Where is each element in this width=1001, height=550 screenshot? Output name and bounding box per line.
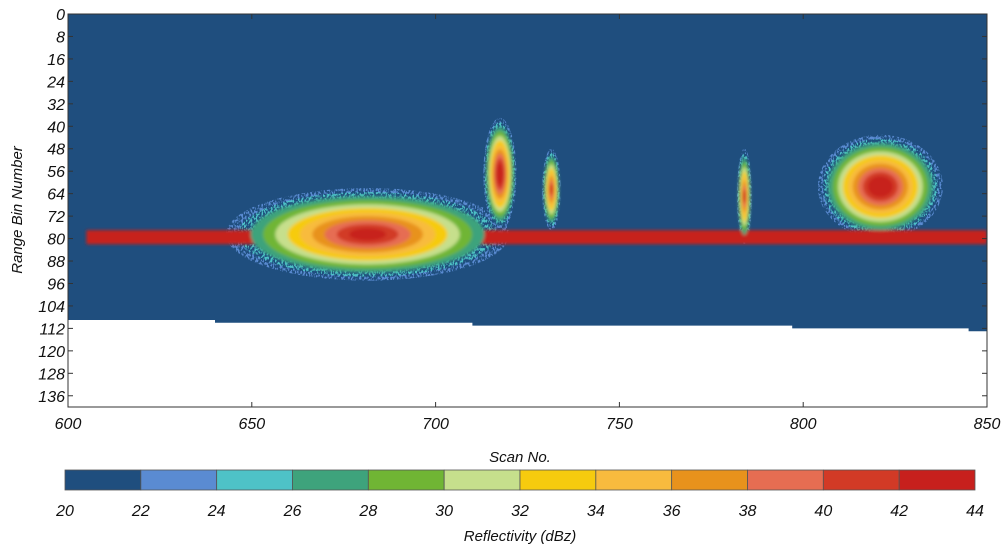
x-tick-label: 800 [790, 416, 817, 433]
colorbar-tick-label: 32 [511, 503, 529, 520]
colorbar-tick-label: 20 [55, 503, 74, 520]
y-tick-label: 16 [47, 52, 65, 69]
y-tick-label: 136 [38, 389, 65, 406]
colorbar-tick-label: 22 [131, 503, 150, 520]
colorbar-tick-label: 38 [739, 503, 757, 520]
colorbar-bin [292, 469, 369, 491]
echo-echo-column [549, 183, 554, 196]
y-tick-label: 24 [46, 74, 65, 91]
colorbar-bin [216, 469, 293, 491]
y-tick-label: 88 [47, 254, 65, 271]
echo-echo-column [742, 189, 747, 204]
colorbar-tick-label: 34 [587, 503, 605, 520]
colorbar-tick-label: 42 [890, 503, 908, 520]
y-axis: 0 8 16 24 32 40 48 56 64 72 80 88 96 104 112 120 128 136 [38, 7, 987, 406]
colorbar-tick-label: 44 [966, 503, 984, 520]
echo-main-echo [349, 228, 387, 241]
x-axis: 600 650 700 750 800 850 [55, 14, 1001, 433]
colorbar: 20 22 24 26 28 30 32 34 36 38 40 42 44 [55, 469, 984, 520]
colorbar-bin [898, 469, 976, 491]
colorbar-bin [595, 469, 673, 491]
colorbar-label: Reflectivity (dBz) [464, 528, 577, 545]
colorbar-bin [367, 469, 445, 491]
y-tick-label: 72 [47, 209, 65, 226]
y-tick-label: 64 [47, 187, 65, 204]
colorbar-tick-label: 40 [814, 503, 832, 520]
x-tick-label: 750 [606, 416, 633, 433]
y-tick-label: 80 [47, 232, 65, 249]
echo-right-echo-cell [872, 180, 888, 193]
y-tick-label: 40 [47, 119, 65, 136]
plot-area [67, 13, 988, 408]
x-tick-label: 600 [55, 416, 82, 433]
colorbar-tick-label: 28 [358, 503, 377, 520]
echo-echo-column [497, 167, 502, 181]
y-tick-label: 32 [47, 97, 65, 114]
colorbar-bin [822, 469, 900, 491]
colorbar-bin [519, 469, 597, 491]
colorbar-bin [443, 469, 521, 491]
colorbar-tick-label: 24 [207, 503, 226, 520]
echo-layer [86, 117, 987, 281]
y-axis-label: Range Bin Number [9, 145, 26, 274]
colorbar-tick-label: 36 [663, 503, 681, 520]
x-tick-label: 850 [974, 416, 1001, 433]
y-tick-label: 48 [47, 142, 65, 159]
y-tick-label: 0 [56, 7, 65, 24]
y-tick-label: 56 [47, 164, 65, 181]
colorbar-tick-label: 26 [283, 503, 302, 520]
y-tick-label: 8 [56, 29, 65, 46]
y-tick-label: 120 [38, 344, 65, 361]
echo-ground-clutter-band [86, 230, 987, 245]
y-tick-label: 112 [39, 321, 65, 338]
x-tick-label: 700 [422, 416, 449, 433]
y-tick-label: 104 [38, 299, 65, 316]
colorbar-bin [747, 469, 824, 491]
y-tick-label: 96 [47, 276, 65, 293]
y-tick-label: 128 [38, 366, 65, 383]
plot-frame [67, 13, 988, 408]
colorbar-bin [671, 469, 748, 491]
colorbar-bin [140, 469, 218, 491]
colorbar-bin [64, 469, 142, 491]
colorbar-tick-label: 30 [435, 503, 453, 520]
x-tick-label: 650 [238, 416, 265, 433]
x-axis-label: Scan No. [489, 449, 551, 466]
